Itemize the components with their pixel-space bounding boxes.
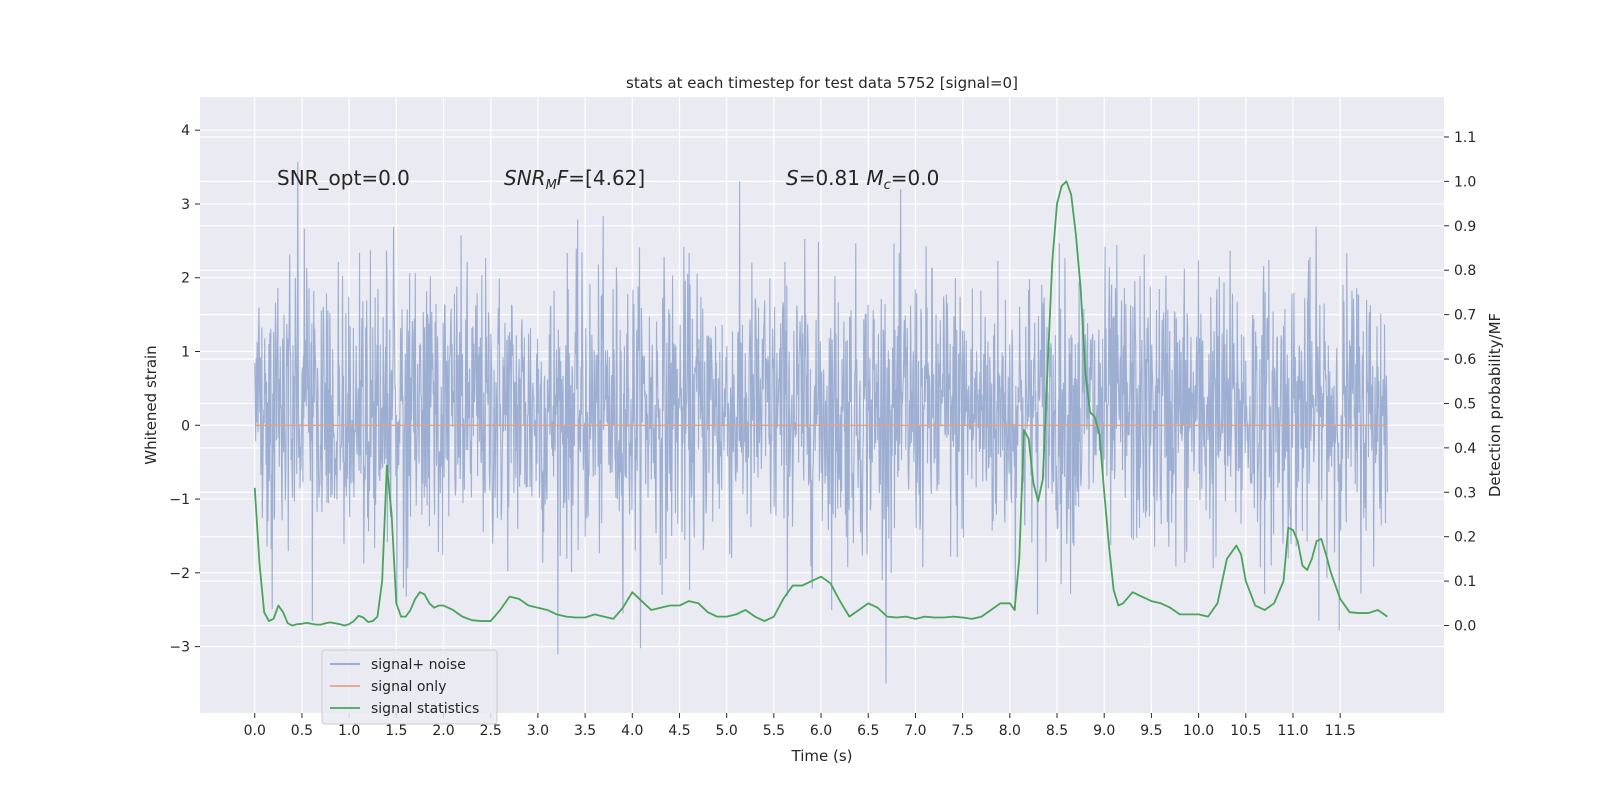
y2-tick-label: 0.2 (1454, 530, 1476, 546)
y-tick-label: 4 (181, 123, 190, 139)
x-tick-label: 1.0 (338, 723, 360, 739)
y2-tick-label: 1.0 (1454, 174, 1476, 190)
noise-trace (254, 161, 1388, 684)
x-tick-label: 10.5 (1230, 723, 1261, 739)
series-signal-plus-noise (254, 161, 1388, 684)
y-tick-label: −2 (169, 566, 190, 582)
annotation-s-mc: S=0.81 Mc=0.0 (786, 166, 939, 193)
x-axis-label: Time (s) (791, 747, 853, 765)
y-axis-label: Whitened strain (142, 345, 160, 464)
y2-tick-label: 1.1 (1454, 130, 1476, 146)
x-tick-label: 7.5 (952, 723, 974, 739)
y-tick-label: −3 (169, 640, 190, 656)
x-tick-label: 6.5 (857, 723, 879, 739)
x-tick-label: 6.0 (810, 723, 832, 739)
x-tick-label: 0.0 (244, 723, 266, 739)
x-axis-ticks: 0.0 0.5 1.0 1.5 2.0 2.5 3.0 3.5 4.0 4.5 5.0 5.5 6.0 6… (244, 713, 1356, 739)
x-tick-label: 10.0 (1183, 723, 1214, 739)
y-axis-ticks: 4 3 2 1 0 −1 −2 −3 (169, 123, 200, 656)
y2-axis-label: Detection probability/MF (1486, 313, 1504, 497)
x-tick-label: 9.0 (1093, 723, 1115, 739)
x-tick-label: 11.0 (1277, 723, 1308, 739)
annotation-snr-mf: SNRMF=[4.62] (504, 166, 645, 193)
legend-label-signal-only: signal only (371, 679, 446, 695)
y2-tick-label: 0.1 (1454, 574, 1476, 590)
y2-tick-label: 0.9 (1454, 219, 1476, 235)
x-tick-label: 9.5 (1140, 723, 1162, 739)
y-tick-label: 3 (181, 197, 190, 213)
y-tick-label: 1 (181, 345, 190, 361)
x-tick-label: 2.5 (480, 723, 502, 739)
x-tick-label: 5.0 (716, 723, 738, 739)
x-tick-label: 2.0 (432, 723, 454, 739)
x-tick-label: 1.5 (385, 723, 407, 739)
y-tick-label: 2 (181, 271, 190, 287)
x-tick-label: 3.0 (527, 723, 549, 739)
y2-tick-label: 0.0 (1454, 619, 1476, 635)
x-tick-label: 5.5 (763, 723, 785, 739)
x-tick-label: 0.5 (291, 723, 313, 739)
annotation-snr-opt: SNR_opt=0.0 (277, 166, 410, 190)
x-tick-label: 8.5 (1046, 723, 1068, 739)
y2-axis-ticks: 1.1 1.0 0.9 0.8 0.7 0.6 0.5 0.4 0.3 0.2 0.1 0.0 (1444, 130, 1476, 635)
x-tick-label: 4.5 (668, 723, 690, 739)
y2-tick-label: 0.8 (1454, 263, 1476, 279)
x-tick-label: 3.5 (574, 723, 596, 739)
y2-tick-label: 0.4 (1454, 441, 1476, 457)
legend-box (321, 649, 498, 725)
x-tick-label: 8.0 (999, 723, 1021, 739)
legend-label-signal-noise: signal+ noise (371, 657, 466, 673)
y2-tick-label: 0.3 (1454, 485, 1476, 501)
y2-tick-label: 0.6 (1454, 352, 1476, 368)
y2-tick-label: 0.7 (1454, 308, 1476, 324)
x-tick-label: 7.0 (904, 723, 926, 739)
legend-label-signal-statistics: signal statistics (371, 701, 479, 717)
series-lines (253, 180, 1388, 627)
x-tick-label: 4.0 (621, 723, 643, 739)
y2-tick-label: 0.5 (1454, 396, 1476, 412)
y-tick-label: 0 (181, 418, 190, 434)
y-tick-label: −1 (169, 492, 190, 508)
legend: signal+ noise signal only signal statist… (321, 649, 498, 725)
signal-statistics-line (253, 180, 1388, 627)
x-tick-label: 11.5 (1325, 723, 1356, 739)
chart-title: stats at each timestep for test data 575… (626, 74, 1018, 92)
